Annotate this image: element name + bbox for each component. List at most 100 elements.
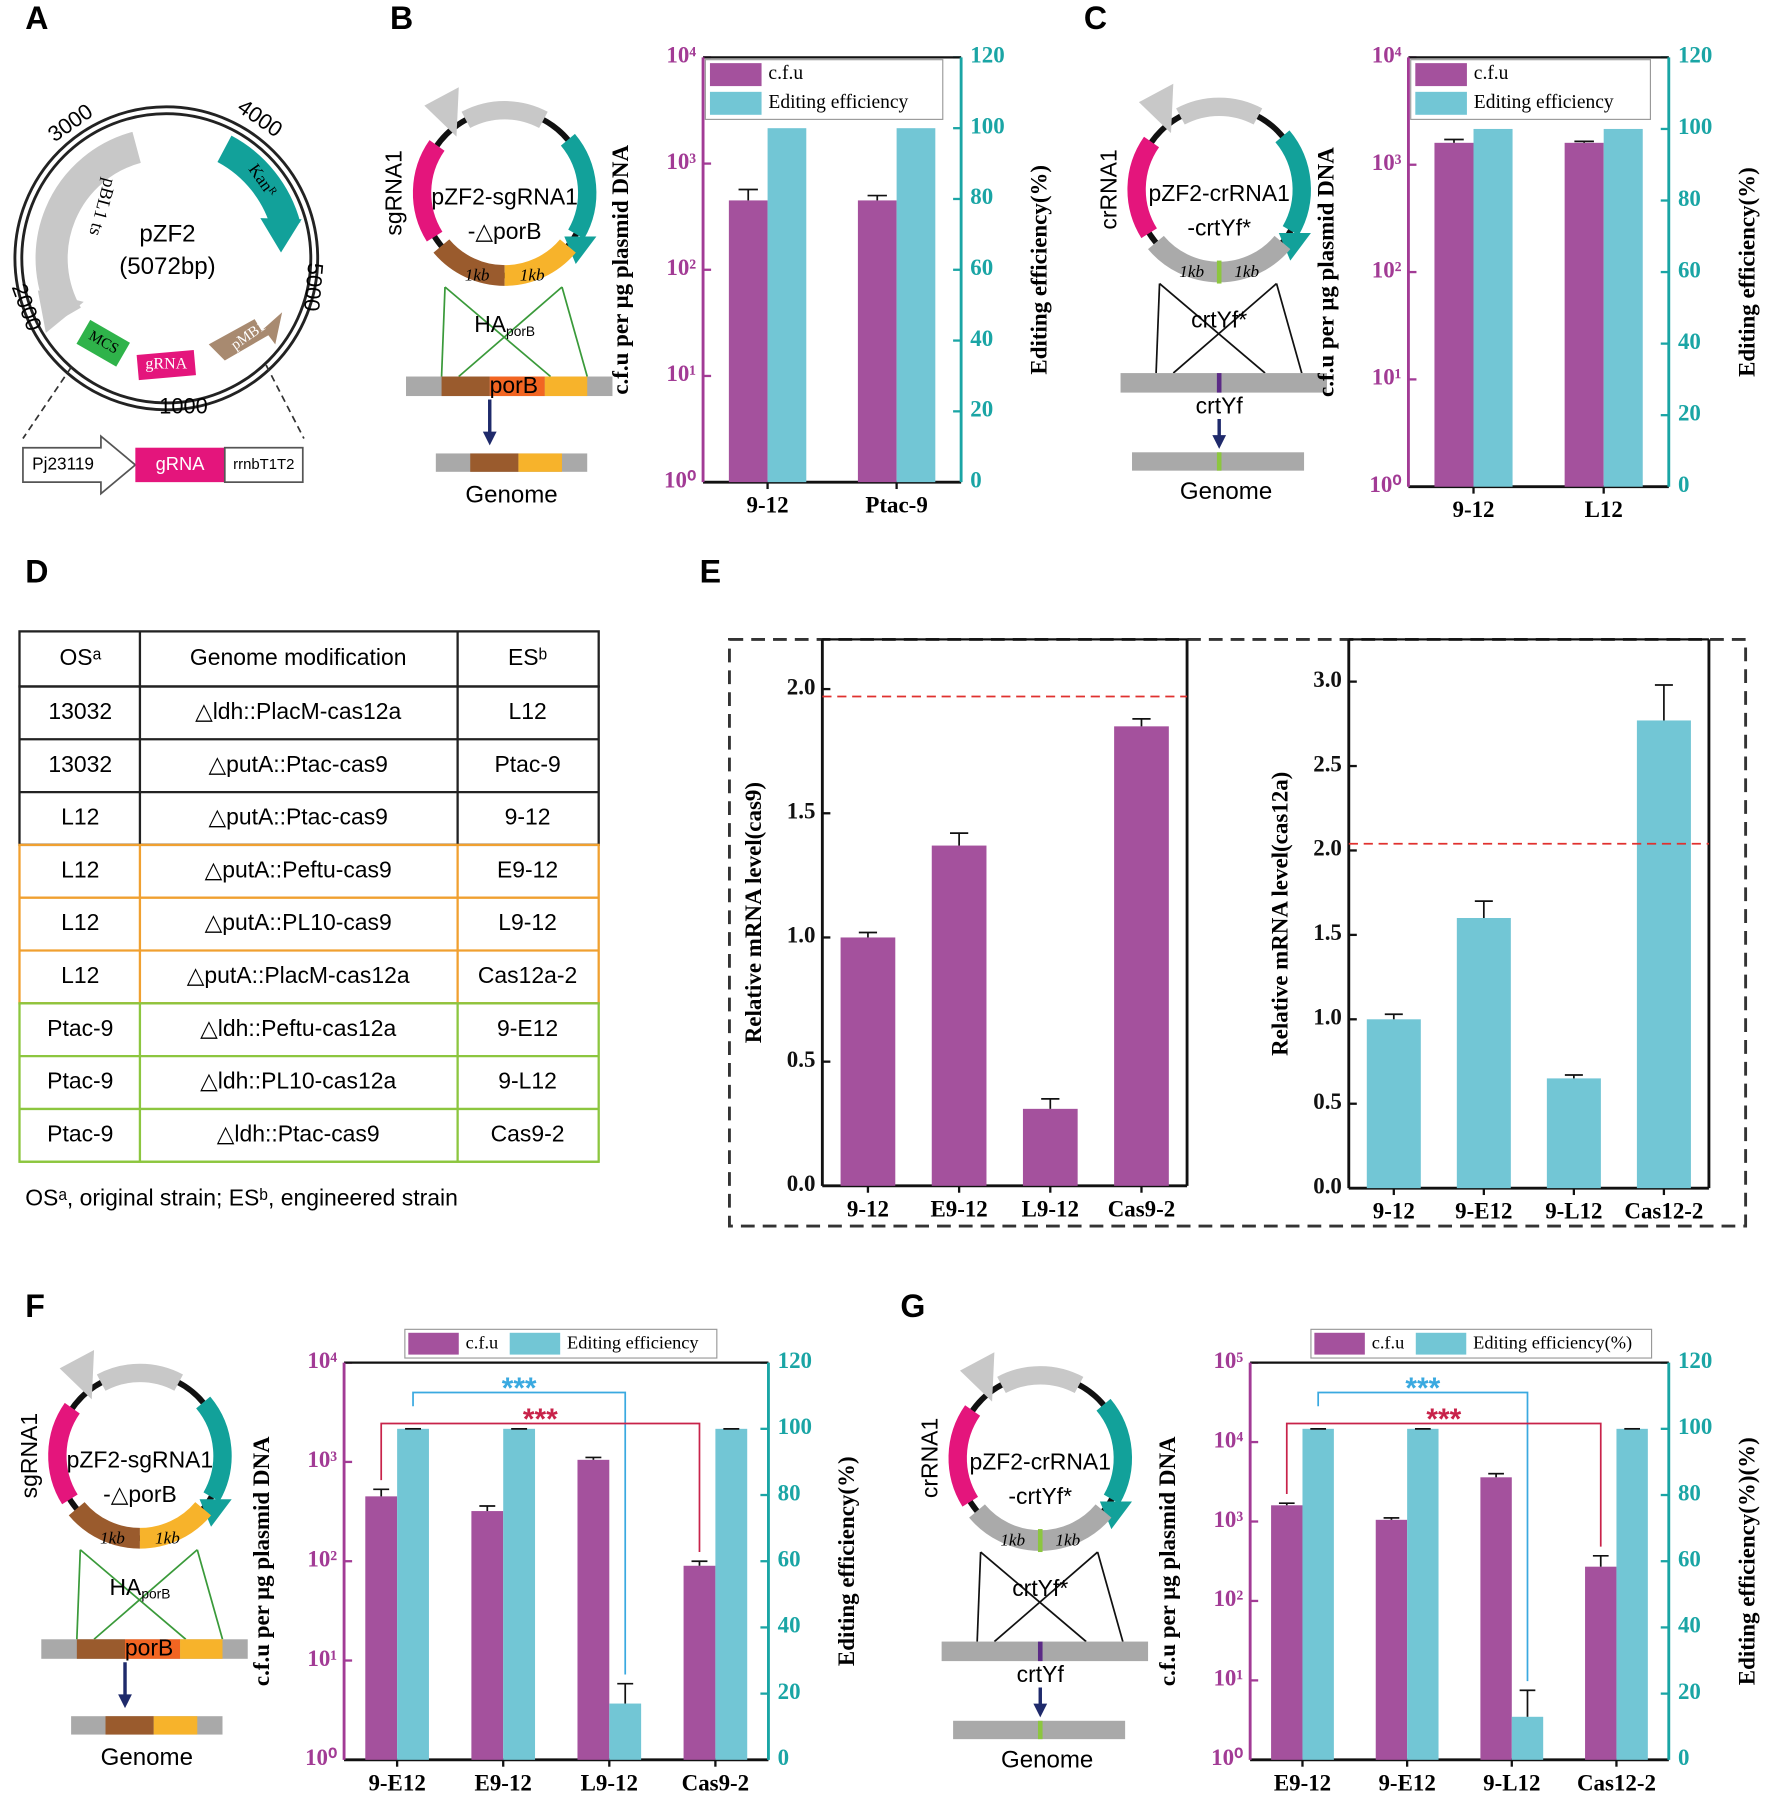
genome-label: Genome xyxy=(1001,1746,1093,1773)
genome-right xyxy=(518,453,562,472)
genome-bar xyxy=(941,1641,1149,1662)
right-arm xyxy=(504,239,576,286)
table-header: OSᵃ xyxy=(59,644,101,670)
legend-swatch xyxy=(1415,63,1467,87)
plasmid-target: -crtYf* xyxy=(1187,215,1251,241)
y-tick-label: 10⁴ xyxy=(1213,1427,1243,1452)
arrow-head xyxy=(482,431,497,446)
y2-tick-label: 20 xyxy=(1678,1679,1701,1704)
bar xyxy=(1375,1519,1408,1760)
crossover-line xyxy=(1275,283,1303,374)
y2-tick-label: 40 xyxy=(1678,329,1701,354)
y-tick-label: 1.5 xyxy=(1313,920,1342,945)
y-tick-label: 10⁴ xyxy=(1372,43,1402,68)
table-cell: L12 xyxy=(61,909,99,935)
teal-head xyxy=(199,1499,232,1527)
panel-label: E xyxy=(700,553,721,589)
significance-label: *** xyxy=(502,1372,537,1405)
y-axis-label: c.f.u per μg plasmid DNA xyxy=(1313,147,1338,397)
genome-left xyxy=(470,453,519,472)
genome-left xyxy=(441,376,490,397)
rep-arrow xyxy=(35,131,142,324)
legend-swatch xyxy=(709,91,762,115)
y2-tick-label: 20 xyxy=(778,1679,801,1704)
significance-label: *** xyxy=(1426,1403,1461,1436)
legend-swatch xyxy=(1415,91,1467,115)
y2-tick-label: 80 xyxy=(1678,186,1701,211)
arm-label: 1kb xyxy=(1179,262,1204,281)
legend-label: Editing efficiency(%) xyxy=(1473,1332,1632,1353)
panel-label: D xyxy=(25,553,48,589)
bar xyxy=(715,1428,748,1760)
arm-label: 1kb xyxy=(1000,1531,1025,1550)
crossover-line xyxy=(980,1551,1087,1643)
arrow-head xyxy=(118,1694,132,1709)
y-tick-label: 10² xyxy=(1213,1586,1243,1611)
locus-tick xyxy=(1216,373,1222,393)
y-tick-label: 10⁴ xyxy=(307,1348,337,1373)
y-tick-label: 0.0 xyxy=(787,1171,816,1196)
genome-label: Genome xyxy=(465,481,557,508)
y-axis-label: Relative mRNA level(cas12a) xyxy=(1268,772,1293,1056)
mutation-tick xyxy=(1216,260,1222,284)
mutant-label: crtYf* xyxy=(1191,306,1247,332)
significance-bracket xyxy=(412,1391,627,1675)
x-tick-label: 9-E12 xyxy=(368,1770,425,1795)
mutant-label: crtYf* xyxy=(1012,1575,1068,1601)
y2-tick-label: 0 xyxy=(970,467,981,492)
guide-arc xyxy=(48,1402,80,1505)
bar xyxy=(1271,1505,1303,1760)
cassette-label: Pj23119 xyxy=(32,453,94,473)
y2-tick-label: 120 xyxy=(1678,43,1712,68)
y2-axis-label: Editing efficiency(%) xyxy=(834,1456,859,1666)
table-cell: L12 xyxy=(61,804,99,830)
gray-arrow xyxy=(461,101,548,129)
legend-swatch xyxy=(509,1332,561,1355)
bar xyxy=(1636,720,1691,1189)
locus-label: porB xyxy=(125,1635,173,1661)
bar xyxy=(1473,128,1513,487)
locus-label: crtYf xyxy=(1196,393,1244,419)
bar xyxy=(1585,1566,1617,1760)
crossover-line xyxy=(79,1549,187,1640)
y2-axis-label: Editing efficiency(%) xyxy=(1734,167,1759,377)
y-tick-label: 10⁰ xyxy=(1211,1745,1243,1770)
y-tick-label: 10¹ xyxy=(1372,365,1402,390)
arm-label: 1kb xyxy=(100,1528,125,1547)
genome-right xyxy=(544,376,588,397)
table-cell: 9-L12 xyxy=(498,1068,557,1094)
table-cell: 13032 xyxy=(48,698,112,724)
y-tick-label: 10¹ xyxy=(1213,1666,1243,1691)
table-cell: △putA::PL10-cas9 xyxy=(205,909,392,935)
bar xyxy=(1456,917,1511,1189)
significance-bracket xyxy=(1285,1422,1602,1547)
panel-label: B xyxy=(390,0,413,36)
bar xyxy=(1434,142,1474,487)
gray-arrow xyxy=(997,1366,1084,1394)
y-tick-label: 10⁴ xyxy=(666,43,696,68)
y-tick-label: 0.5 xyxy=(1313,1089,1342,1114)
locus-label: porB xyxy=(490,372,538,398)
promoter-arrow xyxy=(22,434,137,496)
y2-tick-label: 100 xyxy=(1678,114,1712,139)
coordinate-label: 1000 xyxy=(159,393,207,418)
bar xyxy=(1480,1477,1512,1760)
panel-label: G xyxy=(900,1288,925,1324)
arm-label: 1kb xyxy=(1234,262,1259,281)
x-tick-label: 9-E12 xyxy=(1378,1770,1435,1795)
table-cell: L12 xyxy=(508,698,546,724)
y2-axis-label: Editing efficiency(%) xyxy=(1027,165,1052,375)
genome-right xyxy=(153,1716,198,1735)
y-tick-label: 1.0 xyxy=(787,923,816,948)
panel-label: C xyxy=(1084,0,1107,36)
table-cell: L9-12 xyxy=(498,909,557,935)
y-tick-label: 10⁰ xyxy=(305,1745,337,1770)
arm-label: 1kb xyxy=(1055,1531,1080,1550)
genome-right xyxy=(180,1639,223,1659)
y-tick-label: 10³ xyxy=(1372,150,1402,175)
homology-text: HA xyxy=(109,1574,142,1600)
table-cell: Cas12a-2 xyxy=(478,962,577,988)
crossover-line xyxy=(93,1549,198,1640)
y-tick-label: 10⁰ xyxy=(1369,472,1401,497)
genome-label: Genome xyxy=(101,1744,193,1771)
